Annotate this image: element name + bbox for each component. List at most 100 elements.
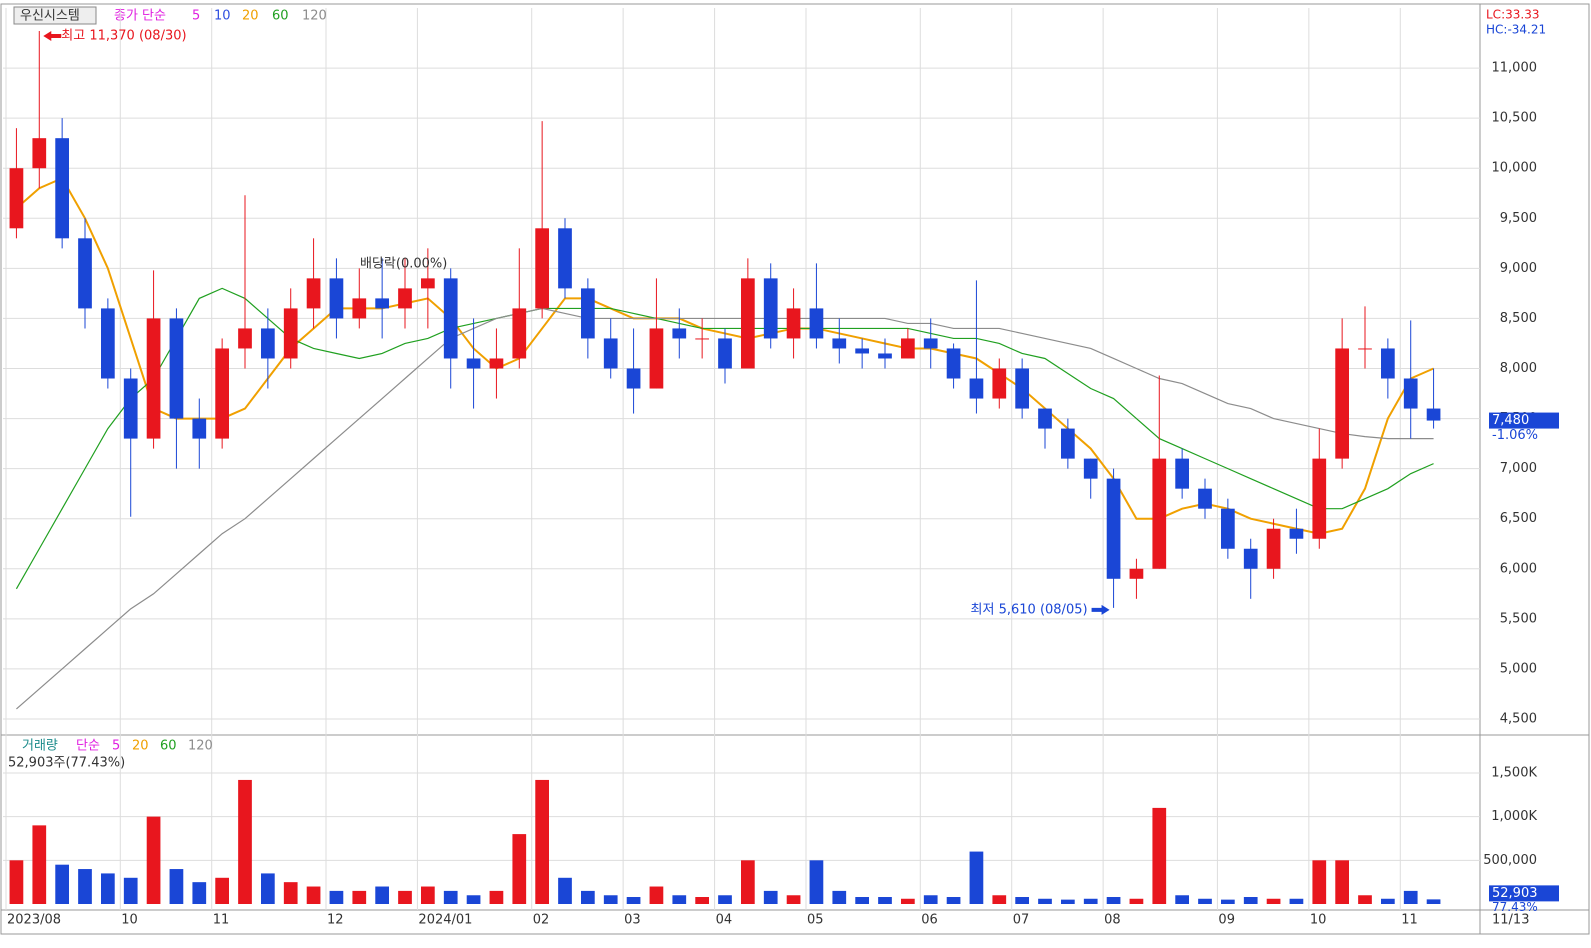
volume-bar — [1266, 898, 1281, 904]
volume-bar — [466, 895, 481, 904]
volume-bar — [992, 895, 1007, 904]
legend-item: 60 — [272, 9, 289, 24]
legend-item: 20 — [242, 9, 259, 24]
candle-body — [306, 278, 321, 309]
volume-bar — [1061, 899, 1075, 904]
candle-body — [78, 238, 92, 309]
candle-body — [1426, 408, 1441, 421]
volume-bar — [123, 877, 138, 904]
y-tick-label: 10,000 — [1492, 161, 1538, 176]
candle-body — [718, 338, 732, 369]
candle-body — [443, 278, 458, 359]
x-tick-label: 10 — [121, 913, 138, 928]
y-tick-label: 7,000 — [1500, 461, 1537, 476]
candle-body — [1015, 368, 1029, 409]
volume-bar — [169, 869, 184, 904]
volume-bar — [878, 897, 892, 904]
volume-bar — [1015, 897, 1029, 904]
volume-bar — [672, 895, 687, 904]
volume-bar — [923, 895, 938, 904]
volume-bar — [1335, 860, 1349, 904]
volume-bar — [375, 886, 389, 904]
volume-bar — [1426, 899, 1441, 904]
x-tick-label: 09 — [1218, 913, 1235, 928]
stock-name-box[interactable] — [13, 6, 97, 25]
candle-body — [169, 318, 184, 419]
volume-bar — [1129, 898, 1144, 904]
candle-body — [695, 338, 709, 340]
legend-item: 5 — [192, 9, 200, 24]
low-annotation: 최저 5,610 (08/05) — [971, 602, 1088, 617]
high-arrow — [43, 31, 62, 41]
candle-body — [946, 348, 961, 379]
candle-body — [329, 278, 344, 319]
dividend-annotation: 배당락(0.00%) — [360, 257, 447, 272]
candle-body — [1312, 458, 1327, 539]
candle-body — [741, 278, 755, 369]
x-tick-label: 2024/01 — [418, 913, 472, 928]
volume-tick-label: 1,500K — [1491, 765, 1537, 780]
volume-legend-item: 120 — [188, 739, 213, 754]
candle-body — [146, 318, 161, 439]
volume-bar — [261, 873, 275, 904]
candle-body — [1289, 528, 1304, 539]
volume-legend-item: 5 — [112, 739, 120, 754]
candle-body — [969, 378, 984, 399]
y-tick-label: 5,000 — [1500, 661, 1537, 676]
volume-bar — [1175, 895, 1189, 904]
volume-bar — [192, 882, 207, 904]
candle-body — [923, 338, 938, 349]
volume-bar — [901, 898, 915, 904]
current-volume-box — [1489, 885, 1559, 902]
candle-body — [558, 228, 572, 289]
volume-bar — [741, 860, 755, 904]
volume-ratio: 77.43% — [1492, 900, 1538, 914]
volume-bar — [809, 860, 824, 904]
volume-bar — [603, 895, 618, 904]
candle-body — [123, 378, 138, 439]
volume-bar — [969, 851, 984, 904]
volume-bar — [421, 886, 435, 904]
high-annotation: 최고 11,370 (08/30) — [61, 29, 186, 44]
candle-body — [1106, 478, 1121, 579]
volume-bar — [101, 873, 115, 904]
moving-average-line — [16, 307, 1434, 710]
candle-body — [512, 308, 527, 359]
volume-bar — [649, 886, 664, 904]
volume-bar — [1083, 898, 1098, 904]
volume-bar — [329, 890, 344, 904]
candle-body — [101, 308, 115, 379]
volume-bar — [1243, 897, 1258, 904]
volume-bar — [512, 834, 527, 904]
candle-body — [261, 328, 275, 359]
candle-body — [901, 338, 915, 359]
volume-bar — [1312, 860, 1327, 904]
volume-bar — [786, 895, 801, 904]
candle-body — [215, 348, 229, 439]
x-tick-label: 03 — [624, 913, 641, 928]
y-tick-label: 8,500 — [1500, 311, 1537, 326]
candle-body — [1061, 428, 1075, 459]
x-tick-label: 06 — [921, 913, 938, 928]
hc-label: HC:-34.21 — [1486, 23, 1546, 37]
candle-body — [649, 328, 664, 389]
volume-bar — [398, 890, 412, 904]
volume-bar — [832, 890, 847, 904]
candle-body — [878, 353, 892, 359]
y-tick-label: 11,000 — [1492, 61, 1538, 76]
candle-body — [832, 338, 847, 349]
candle-body — [786, 308, 801, 339]
x-tick-label: 08 — [1104, 913, 1121, 928]
candle-body — [375, 298, 389, 309]
volume-bar — [855, 897, 869, 904]
candle-body — [352, 298, 367, 319]
volume-bar — [9, 860, 24, 904]
volume-ma-label: 단순 — [76, 739, 100, 754]
volume-bar — [489, 890, 504, 904]
candle-body — [626, 368, 641, 389]
volume-bar — [1358, 895, 1372, 904]
y-tick-label: 8,000 — [1500, 361, 1537, 376]
volume-bar — [626, 897, 641, 904]
y-tick-label: 5,500 — [1500, 611, 1537, 626]
current-volume: 52,903 — [1492, 886, 1538, 901]
